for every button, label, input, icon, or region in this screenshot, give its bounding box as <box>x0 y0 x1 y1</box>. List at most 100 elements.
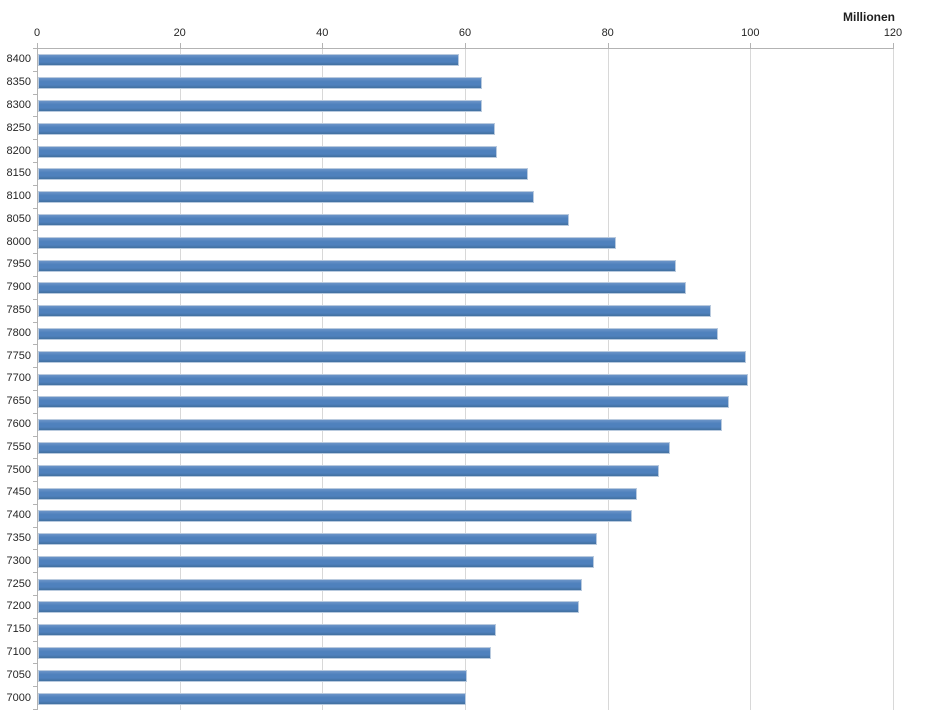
y-axis-tick <box>33 663 37 665</box>
y-tick-label: 7250 <box>6 577 31 590</box>
bar <box>38 327 718 340</box>
axis-unit-label: Millionen <box>843 10 895 24</box>
bar <box>38 578 583 591</box>
y-axis-tick <box>33 640 37 642</box>
x-tick-label: 120 <box>883 27 903 39</box>
y-axis-tick <box>33 709 37 710</box>
y-axis-tick <box>33 321 37 323</box>
bar <box>38 669 467 682</box>
x-axis-tick <box>37 43 38 48</box>
bar <box>38 510 632 523</box>
y-tick-label: 7450 <box>6 486 31 499</box>
x-tick-label: 100 <box>741 27 760 39</box>
y-axis-tick <box>33 686 37 688</box>
y-axis-tick <box>33 617 37 619</box>
y-axis-tick <box>33 139 37 141</box>
y-axis-tick <box>33 367 37 369</box>
x-tick-label: 80 <box>601 27 614 39</box>
y-tick-label: 7050 <box>6 668 31 681</box>
y-tick-label: 7150 <box>6 623 31 636</box>
y-axis-tick <box>33 207 37 209</box>
bar <box>38 555 595 568</box>
y-axis-tick <box>33 503 37 505</box>
y-tick-label: 8000 <box>6 235 31 248</box>
bar <box>38 464 659 477</box>
bar <box>38 533 598 546</box>
y-axis-tick <box>33 230 37 232</box>
bar <box>38 282 686 295</box>
x-axis-tick <box>322 43 324 48</box>
bar <box>38 259 677 272</box>
bar <box>38 54 459 67</box>
y-tick-label: 7550 <box>6 440 31 453</box>
y-axis-tick <box>33 435 37 437</box>
x-axis-tick <box>607 43 609 48</box>
bar <box>38 419 723 432</box>
y-tick-label: 8150 <box>6 167 31 180</box>
y-axis-tick <box>33 48 37 49</box>
bar <box>38 601 579 614</box>
y-tick-label: 7100 <box>6 645 31 658</box>
y-tick-label: 7900 <box>6 281 31 294</box>
gridline <box>893 49 894 710</box>
y-axis-tick <box>33 412 37 414</box>
bar <box>38 168 529 181</box>
x-axis-tick <box>465 43 466 48</box>
x-tick-label: 60 <box>458 27 472 39</box>
y-tick-label: 7950 <box>6 258 31 271</box>
y-tick-label: 7700 <box>6 372 31 385</box>
bar <box>38 396 729 409</box>
y-tick-label: 7750 <box>6 349 31 362</box>
x-tick-label: 0 <box>33 27 41 39</box>
y-tick-label: 8350 <box>6 76 31 89</box>
y-axis-tick <box>33 344 37 346</box>
bar <box>38 236 616 249</box>
y-axis-tick <box>33 481 37 483</box>
x-axis-tick <box>179 43 181 48</box>
y-tick-label: 7650 <box>6 395 31 408</box>
y-tick-label: 8250 <box>6 121 31 134</box>
x-tick-label: 40 <box>316 27 329 39</box>
y-axis-tick <box>33 458 37 460</box>
y-axis-tick <box>33 162 37 163</box>
plot-area <box>37 48 894 710</box>
y-axis-tick <box>33 298 37 300</box>
y-axis-tick <box>33 275 37 277</box>
y-axis-tick <box>33 93 37 95</box>
bar <box>38 122 495 135</box>
bar <box>38 77 482 90</box>
y-tick-label: 7300 <box>6 554 31 567</box>
x-tick-label: 20 <box>173 27 186 39</box>
y-axis-tick <box>33 389 37 391</box>
y-axis-tick <box>33 572 37 574</box>
bar <box>38 191 534 204</box>
y-axis-tick <box>33 184 37 186</box>
y-axis-tick <box>33 253 37 255</box>
y-tick-label: 8200 <box>6 144 31 157</box>
bar <box>38 145 498 158</box>
bar <box>38 624 496 637</box>
bar <box>38 213 569 226</box>
y-tick-label: 7800 <box>6 326 31 339</box>
bar <box>38 305 712 318</box>
y-axis-tick <box>33 116 37 118</box>
x-axis-tick <box>750 43 752 48</box>
y-axis-tick <box>33 549 37 551</box>
y-tick-label: 8300 <box>6 98 31 111</box>
bar <box>38 100 483 112</box>
y-tick-label: 8050 <box>6 212 31 225</box>
bar <box>38 441 670 454</box>
y-axis-tick <box>33 595 37 596</box>
gridline <box>750 49 752 710</box>
y-tick-label: 7200 <box>6 600 31 613</box>
y-tick-label: 7850 <box>6 304 31 317</box>
y-tick-label: 7400 <box>6 509 31 522</box>
y-axis-tick <box>33 526 37 528</box>
bar <box>38 350 746 363</box>
x-axis-tick <box>893 43 894 48</box>
y-tick-label: 8100 <box>6 190 31 203</box>
bar <box>38 692 466 705</box>
y-axis-tick <box>33 70 37 72</box>
bar <box>38 487 638 500</box>
